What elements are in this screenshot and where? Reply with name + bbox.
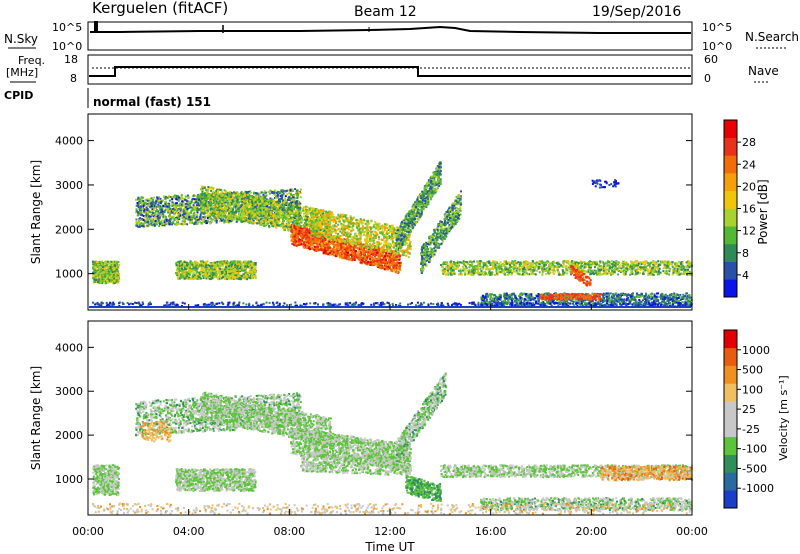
colorbar-swatch: [724, 455, 737, 473]
freq-frame: [88, 55, 692, 84]
beam-title: Beam 12: [354, 4, 417, 20]
nave-label: Nave: [748, 64, 779, 78]
colorbar-swatch: [724, 437, 737, 455]
power-panel: 4000 3000 2000 1000 Slant Range [km] 28 24 20…: [29, 114, 770, 310]
colorbar-swatch: [724, 262, 737, 280]
y-tick-label: 3000: [55, 179, 83, 192]
colorbar-swatch: [724, 472, 737, 490]
colorbar-swatch: [724, 401, 737, 419]
colorbar-tick-label: 12: [742, 225, 756, 238]
colorbar-tick-label: 28: [742, 136, 756, 149]
colorbar-swatch: [724, 226, 737, 244]
colorbar-swatch: [724, 348, 737, 366]
colorbar-tick-label: 1000: [742, 344, 770, 357]
x-tick-label: 20:00: [575, 525, 607, 538]
cpid-panel: CPID normal (fast) 151: [4, 88, 211, 109]
y-tick-label: 1000: [55, 268, 83, 281]
velocity-heatmap-cells: [92, 372, 693, 515]
colorbar-tick-label: 24: [742, 158, 756, 171]
colorbar-swatch: [724, 419, 737, 437]
nsearch-label: N.Search: [745, 30, 799, 44]
colorbar-tick-label: -100: [742, 443, 767, 456]
nsky-panel: N.Sky 10^5 10^0 10^5 10^0 N.Search: [4, 21, 799, 53]
date-title: 19/Sep/2016: [592, 4, 681, 20]
power-colorbar: 28 24 20 16 12 8 4: [724, 120, 756, 297]
colorbar-tick-label: 25: [742, 403, 756, 416]
nsky-series-line: [90, 22, 691, 33]
colorbar-swatch: [724, 173, 737, 191]
colorbar-tick-label: -1000: [742, 482, 774, 495]
radar-summary-plot: Kerguelen (fitACF) Beam 12 19/Sep/2016 N…: [0, 0, 800, 554]
y-tick-label: 4000: [55, 135, 83, 148]
freq-tick-bottom: 8: [70, 72, 77, 85]
nave-tick-top: 60: [704, 53, 718, 66]
freq-tick-top: 18: [64, 53, 78, 66]
x-tick-label: 04:00: [173, 525, 205, 538]
velocity-colorbar: 1000 500 100 25 -25 -100 -500 -1000: [724, 330, 774, 508]
nsky-label: N.Sky: [4, 32, 38, 46]
cpid-text: normal (fast) 151: [93, 95, 211, 109]
x-axis-label: Time UT: [364, 540, 415, 554]
power-colorbar-label: Power [dB]: [756, 179, 770, 244]
colorbar-swatch: [724, 366, 737, 384]
y-tick-label: 3000: [55, 385, 83, 398]
nsearch-tick-top: 10^5: [702, 21, 732, 34]
x-tick-label: 16:00: [475, 525, 507, 538]
colorbar-swatch: [724, 209, 737, 227]
colorbar-swatch: [724, 490, 737, 508]
y-tick-label: 2000: [55, 429, 83, 442]
y-tick-label: 2000: [55, 223, 83, 236]
colorbar-swatch: [724, 383, 737, 401]
colorbar-tick-label: 8: [742, 247, 749, 260]
colorbar-tick-label: -25: [742, 423, 760, 436]
velocity-y-axis-label: Slant Range [km]: [29, 366, 43, 470]
colorbar-tick-label: 500: [742, 364, 763, 377]
colorbar-tick-label: 20: [742, 180, 756, 193]
power-y-axis-label: Slant Range [km]: [29, 160, 43, 264]
colorbar-swatch: [724, 244, 737, 262]
power-heatmap-cells: [92, 161, 693, 307]
colorbar-swatch: [724, 279, 737, 297]
nsky-frame: [88, 22, 692, 50]
freq-panel: Freq. [MHz] 18 8 60 0 Nave: [6, 53, 779, 85]
station-title: Kerguelen (fitACF): [92, 0, 228, 17]
freq-unit-label: [MHz]: [6, 66, 38, 79]
nsearch-tick-bottom: 10^0: [702, 40, 732, 53]
colorbar-swatch: [724, 191, 737, 209]
colorbar-swatch: [724, 330, 737, 348]
y-tick-label: 4000: [55, 341, 83, 354]
y-tick-label: 1000: [55, 473, 83, 486]
nsky-tick-top: 10^5: [52, 21, 82, 34]
colorbar-tick-label: -500: [742, 462, 767, 475]
x-tick-label: 08:00: [273, 525, 305, 538]
colorbar-tick-label: 100: [742, 383, 763, 396]
colorbar-swatch: [724, 120, 737, 138]
cpid-label: CPID: [4, 89, 33, 102]
velocity-panel: 4000 3000 2000 1000 Slant Range [km] 1000 50…: [29, 304, 790, 554]
nsky-tick-bottom: 10^0: [52, 40, 82, 53]
plot-canvas: Kerguelen (fitACF) Beam 12 19/Sep/2016 N…: [0, 0, 800, 554]
x-tick-label: 12:00: [374, 525, 406, 538]
velocity-colorbar-label: Velocity [m s⁻¹]: [777, 375, 790, 460]
x-tick-label: 00:00: [676, 525, 708, 538]
colorbar-tick-label: 4: [742, 269, 749, 282]
colorbar-swatch: [724, 155, 737, 173]
x-tick-label: 00:00: [72, 525, 104, 538]
nave-tick-bottom: 0: [704, 72, 711, 85]
colorbar-tick-label: 16: [742, 203, 756, 216]
colorbar-swatch: [724, 138, 737, 156]
